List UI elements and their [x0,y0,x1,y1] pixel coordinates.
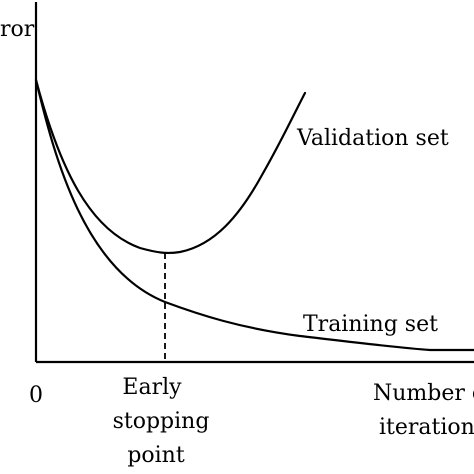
early-stopping-label-line3: point [127,443,185,468]
x-axis-label-line2: iteration [379,415,474,440]
x-axis-label-line1: Number o [373,381,474,406]
y-axis-label: ror [0,17,35,42]
training-curve [34,78,474,352]
early-stopping-label-line1: Early [122,375,182,400]
origin-label: 0 [29,383,43,408]
validation-set-label: Validation set [296,126,449,151]
validation-curve [34,78,307,255]
training-set-label: Training set [303,312,438,337]
early-stopping-label-line2: stopping [113,409,210,434]
